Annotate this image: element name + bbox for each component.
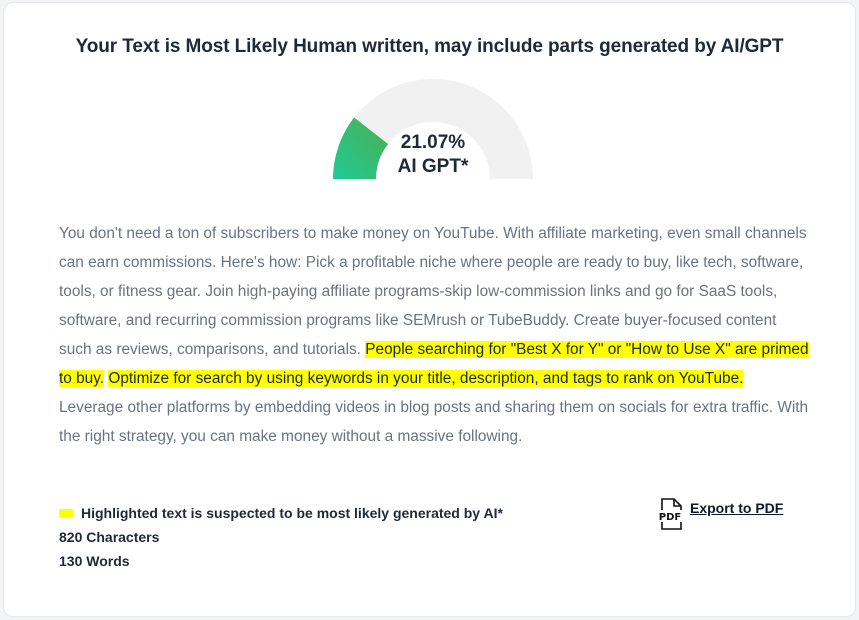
result-card: Your Text is Most Likely Human written, … (3, 2, 856, 617)
gauge-track (333, 79, 533, 179)
character-count: 820 Characters (59, 529, 160, 545)
legend: Highlighted text is suspected to be most… (59, 501, 503, 573)
pdf-file-icon[interactable]: PDF (656, 498, 684, 530)
highlight-note: Highlighted text is suspected to be most… (81, 505, 503, 521)
analyzed-text: You don't need a ton of subscribers to m… (59, 219, 809, 451)
gauge-readout: 21.07% AI GPT* (331, 131, 535, 179)
svg-text:PDF: PDF (659, 512, 681, 523)
ai-score-gauge (333, 79, 533, 179)
gauge-fill (333, 117, 389, 179)
gauge-label: AI GPT* (397, 156, 469, 177)
export-pdf-button[interactable]: PDF Export to PDF (656, 498, 783, 530)
text-segment: Leverage other platforms by embedding vi… (59, 399, 809, 445)
highlighted-segment: Optimize for search by using keywords in… (108, 370, 744, 387)
result-title: Your Text is Most Likely Human written, … (75, 36, 784, 57)
export-pdf-label[interactable]: Export to PDF (690, 500, 784, 516)
text-segment: You don't need a ton of subscribers to m… (59, 225, 807, 358)
word-count: 130 Words (59, 553, 130, 569)
highlight-swatch (59, 509, 73, 517)
gauge-percent: 21.07% (400, 132, 466, 153)
